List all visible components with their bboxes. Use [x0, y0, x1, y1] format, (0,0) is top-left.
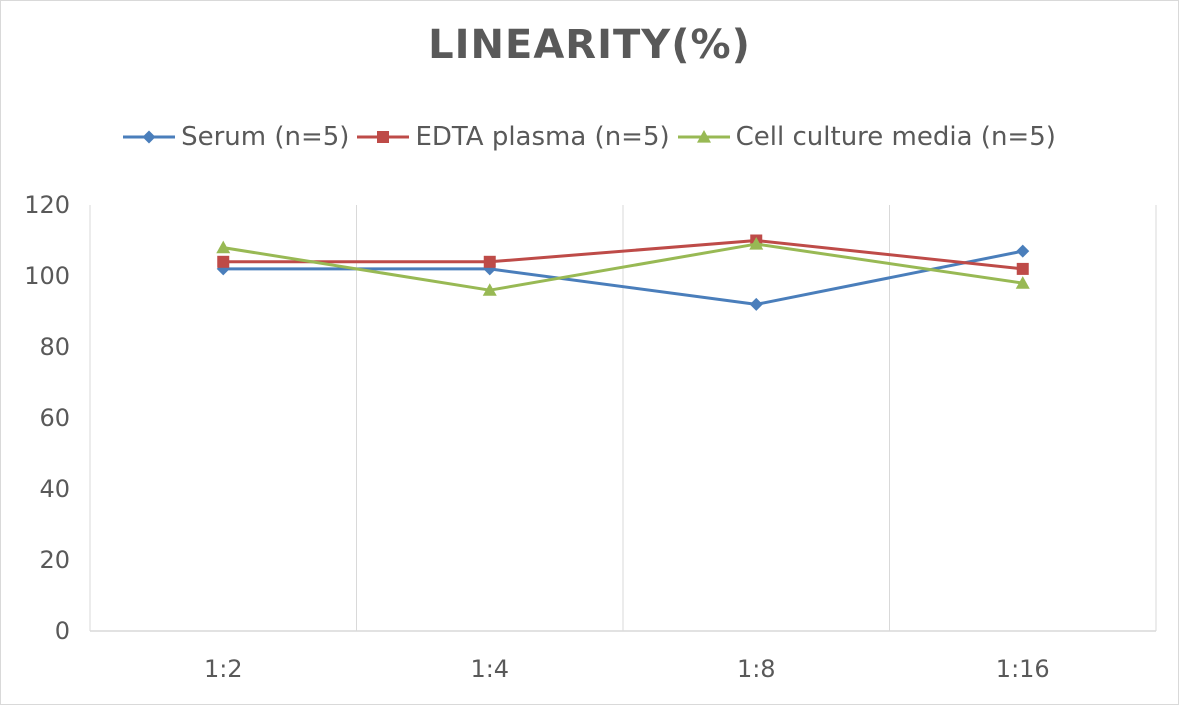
data-point-1-0: [217, 255, 230, 268]
legend-marker: [696, 130, 711, 143]
legend-swatch-edta-plasma: [357, 131, 410, 143]
legend: Serum (n=5) EDTA plasma (n=5) Cell cultu…: [0, 122, 1179, 152]
legend-label-cell-culture-media: Cell culture media (n=5): [735, 122, 1056, 152]
data-point-1-1: [483, 255, 496, 268]
data-point-0-2: [749, 297, 763, 311]
y-tick-label: 60: [39, 404, 70, 432]
data-point-2-1: [482, 283, 497, 296]
legend-marker: [142, 130, 156, 144]
y-tick-label: 40: [39, 475, 70, 503]
x-tick-label: 1:16: [996, 655, 1050, 683]
x-tick-label: 1:8: [737, 655, 776, 683]
legend-label-serum: Serum (n=5): [181, 122, 350, 152]
data-point-1-3: [1016, 262, 1029, 275]
data-point-2-0: [216, 240, 231, 254]
data-point-2-3: [1015, 276, 1030, 289]
y-tick-label: 100: [24, 262, 70, 290]
data-point-0-3: [1016, 244, 1030, 258]
y-tick-label: 80: [39, 333, 70, 361]
data-point-2-2: [749, 237, 764, 250]
y-tick-label: 0: [55, 617, 70, 645]
legend-swatch-cell-culture-media: [677, 130, 730, 143]
legend-label-edta-plasma: EDTA plasma (n=5): [415, 122, 670, 152]
legend-swatch-serum: [123, 130, 176, 144]
legend-item-serum: Serum (n=5): [123, 122, 349, 152]
legend-item-edta-plasma: EDTA plasma (n=5): [357, 122, 670, 152]
x-tick-label: 1:2: [204, 655, 243, 683]
legend-item-cell-culture-media: Cell culture media (n=5): [677, 122, 1056, 152]
series-line-2: [223, 242, 1023, 292]
chart-title: LINEARITY(%): [428, 22, 751, 68]
x-tick-label: 1:4: [470, 655, 509, 683]
legend-marker: [377, 131, 390, 143]
y-tick-label: 120: [24, 191, 70, 219]
y-tick-label: 20: [39, 546, 70, 574]
series-line-1: [223, 239, 1023, 271]
